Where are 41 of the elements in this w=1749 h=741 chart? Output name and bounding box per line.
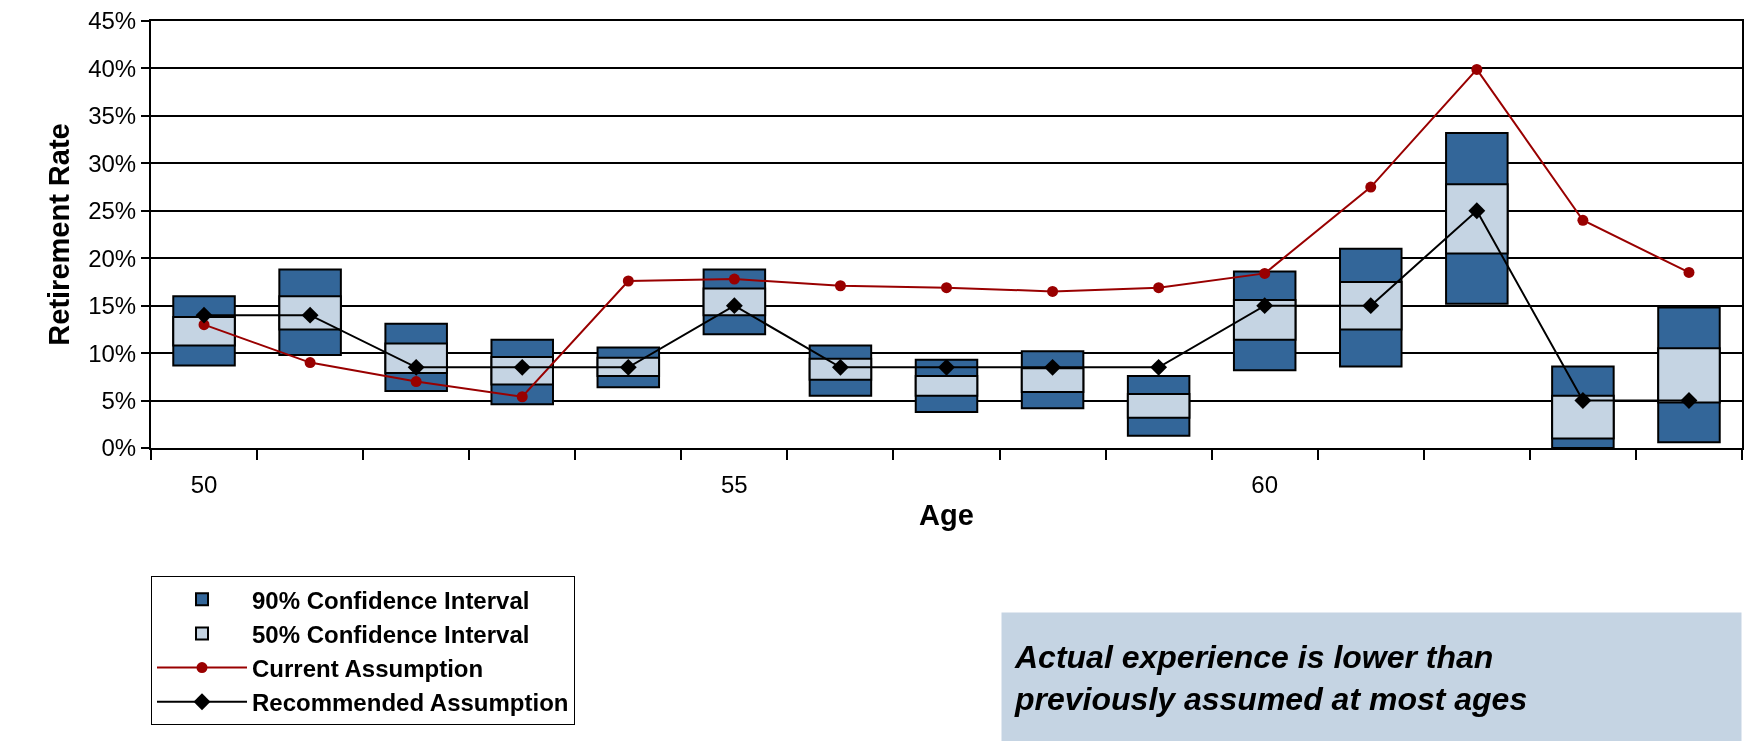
point — [516, 391, 528, 403]
y-tick-label: 5% — [101, 386, 137, 414]
point — [728, 273, 740, 285]
y-tick-label: 45% — [88, 7, 137, 35]
x-axis-title: Age — [919, 499, 974, 532]
point — [941, 282, 952, 294]
point — [1256, 297, 1274, 315]
y-tick-label: 35% — [88, 102, 137, 130]
point — [1044, 358, 1062, 376]
legend-label: 90% Confidence Interval — [252, 586, 530, 614]
legend-label: Recommended Assumption — [252, 689, 569, 717]
point — [938, 358, 955, 376]
point — [1259, 267, 1271, 279]
x-tick-label: 60 — [1251, 470, 1279, 498]
point — [1047, 285, 1059, 297]
legend-label: 50% Confidence Interval — [252, 620, 530, 648]
x-tick-label: 50 — [190, 470, 218, 498]
text: Actual experience is lower than previously assumed at most ages — [1014, 639, 1528, 717]
y-tick-label: 40% — [88, 54, 137, 82]
point — [304, 357, 316, 369]
legend-label: Current Assumption — [252, 654, 484, 682]
y-tick-label: 0% — [101, 434, 137, 462]
point — [622, 275, 634, 287]
y-tick-label: 20% — [88, 244, 137, 272]
point — [1680, 392, 1698, 410]
point — [1471, 63, 1483, 75]
y-axis-title: Retirement Rate — [43, 123, 75, 346]
point — [410, 376, 422, 388]
y-tick-label: 10% — [88, 339, 137, 367]
point — [1365, 181, 1377, 193]
point — [1683, 266, 1695, 278]
y-tick-label: 15% — [88, 292, 137, 320]
point — [195, 306, 213, 324]
point — [1150, 358, 1168, 376]
y-tick-label: 25% — [88, 197, 137, 225]
point — [1153, 282, 1165, 294]
y-tick-label: 30% — [88, 149, 137, 177]
point — [834, 280, 846, 292]
x-tick-label: 55 — [721, 470, 748, 498]
point — [1574, 392, 1592, 410]
point — [1577, 214, 1589, 226]
